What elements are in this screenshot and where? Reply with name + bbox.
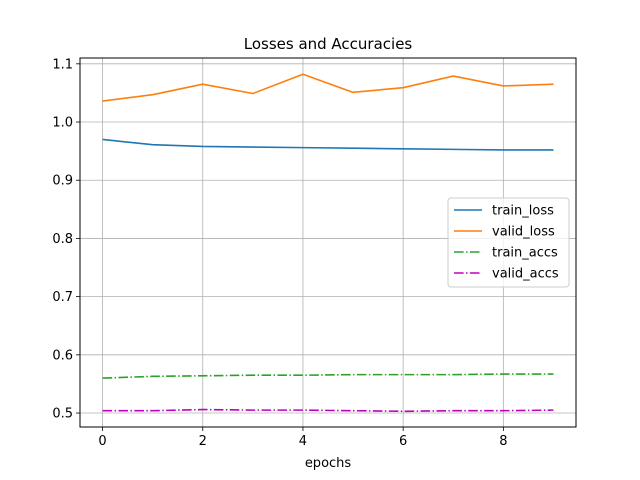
legend: train_loss valid_loss train_accs valid_accs: [447, 197, 570, 288]
x-tick-label: 6: [399, 434, 407, 449]
series-line-train-loss: [102, 138, 554, 151]
grid-layer: [80, 58, 576, 427]
series-line-valid-loss: [102, 73, 554, 102]
x-tick-label: 2: [199, 434, 207, 449]
y-tick-label: 0.9: [52, 174, 73, 189]
x-tick-label: 4: [299, 434, 307, 449]
plot-frame: [79, 57, 577, 428]
series-line-valid-accs: [102, 408, 554, 413]
series-line-train-accs: [102, 373, 554, 379]
y-tick-label: 0.5: [52, 407, 73, 422]
x-tick-label: 0: [98, 434, 106, 449]
legend-label-train-loss: train_loss: [492, 204, 554, 219]
chart-title: Losses and Accuracies: [244, 35, 413, 53]
legend-label-valid-loss: valid_loss: [492, 225, 555, 240]
y-tick-label: 0.8: [52, 232, 73, 247]
y-axis-ticks: 0.5 0.6 0.7 0.8 0.9 1.0 1.1: [52, 57, 80, 422]
x-axis-ticks: 0 2 4 6 8: [98, 427, 507, 449]
y-tick-label: 1.1: [52, 57, 73, 72]
y-tick-label: 0.7: [52, 290, 73, 305]
legend-items: train_loss valid_loss train_accs valid_accs: [454, 204, 559, 282]
y-tick-label: 0.6: [52, 348, 73, 363]
legend-label-valid-accs: valid_accs: [492, 267, 559, 282]
series-layer: [102, 73, 554, 413]
x-tick-label: 8: [499, 434, 507, 449]
legend-box: [447, 197, 570, 288]
legend-label-train-accs: train_accs: [492, 246, 558, 261]
y-tick-label: 1.0: [52, 116, 73, 131]
x-axis-title: epochs: [305, 456, 352, 471]
